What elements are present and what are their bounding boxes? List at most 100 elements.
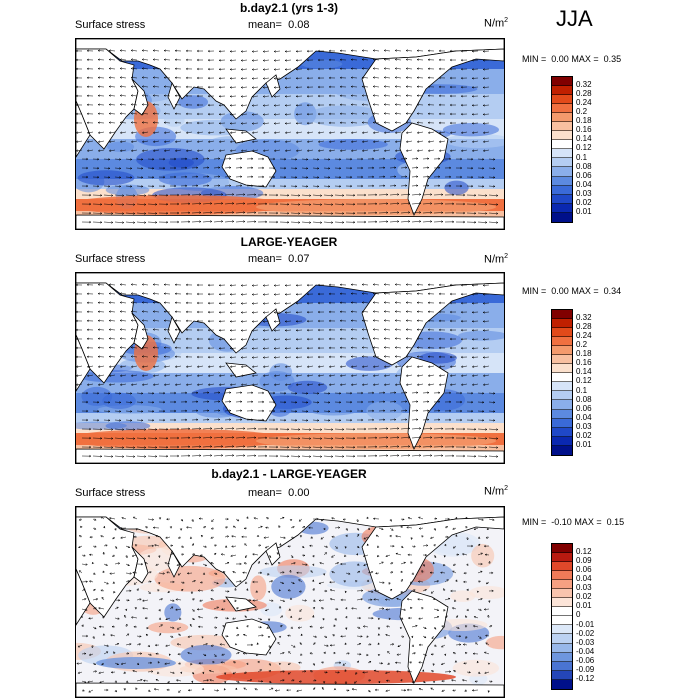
- wind-vector-head: [152, 167, 155, 170]
- wind-vector-arrow: [389, 455, 399, 457]
- wind-vector-head: [342, 455, 345, 458]
- wind-vector-arrow: [274, 347, 281, 349]
- wind-vector-arrow: [81, 588, 86, 592]
- wind-vector-arrow: [373, 95, 380, 97]
- wind-vector-arrow: [252, 553, 259, 556]
- wind-vector-arrow: [323, 428, 333, 430]
- wind-vector-head: [76, 301, 78, 305]
- wind-vector-head: [361, 85, 365, 88]
- wind-vector-head: [89, 653, 92, 656]
- wind-vector-arrow: [312, 642, 316, 646]
- wind-vector-head: [185, 58, 188, 62]
- wind-vector-head: [207, 103, 210, 107]
- wind-vector-head: [177, 211, 180, 215]
- wind-vector-head: [299, 642, 302, 645]
- wind-vector-head: [306, 337, 309, 341]
- wind-vector-head: [185, 94, 188, 98]
- colorbar-tick-label: 0.12: [576, 547, 592, 557]
- wind-vector-head: [209, 202, 213, 205]
- difference-patch: [285, 604, 315, 622]
- wind-vector-arrow: [285, 365, 292, 368]
- wind-vector-head: [262, 409, 265, 413]
- wind-vector-head: [273, 329, 277, 332]
- wind-vector-head: [231, 545, 234, 548]
- wind-vector-head: [438, 292, 441, 296]
- wind-vector-arrow: [142, 338, 149, 340]
- wind-vector-head: [401, 635, 405, 638]
- wind-vector-arrow: [202, 653, 207, 657]
- wind-vector-arrow: [114, 643, 119, 646]
- wind-vector-arrow: [323, 437, 333, 439]
- wind-vector-head: [218, 157, 221, 160]
- wind-vector-head: [163, 391, 166, 395]
- wind-vector-arrow: [136, 437, 146, 439]
- wind-vector-head: [339, 85, 342, 88]
- wind-vector-arrow: [224, 562, 230, 565]
- wind-vector-arrow: [373, 293, 380, 295]
- wind-vector-arrow: [389, 562, 394, 565]
- map-surface-stress-difference: [75, 506, 505, 698]
- wind-vector-head: [396, 597, 399, 601]
- wind-vector-arrow: [241, 50, 248, 52]
- wind-vector-head: [100, 589, 103, 592]
- wind-vector-head: [350, 112, 353, 115]
- wind-vector-arrow: [400, 428, 410, 430]
- wind-vector-head: [386, 202, 389, 205]
- wind-vector-arrow: [298, 518, 303, 522]
- wind-vector-arrow: [131, 365, 138, 368]
- wind-vector-arrow: [367, 643, 372, 646]
- wind-vector-head: [416, 76, 419, 79]
- wind-vector-head: [130, 410, 133, 413]
- wind-vector-arrow: [400, 203, 410, 205]
- wind-vector-head: [463, 571, 466, 575]
- wind-vector-head: [207, 391, 210, 394]
- wind-vector-arrow: [257, 669, 262, 673]
- wind-vector-head: [427, 346, 430, 349]
- wind-vector-head: [226, 535, 229, 538]
- wind-vector-head: [306, 346, 309, 350]
- wind-vector-head: [427, 418, 430, 421]
- wind-vector-head: [438, 85, 441, 89]
- wind-vector-head: [152, 76, 156, 79]
- southern-jet: [76, 429, 286, 449]
- wind-vector-head: [493, 392, 496, 395]
- wind-vector-arrow: [81, 563, 88, 565]
- wind-vector-head: [141, 176, 144, 179]
- wind-vector-head: [220, 220, 224, 223]
- wind-vector-arrow: [169, 552, 175, 556]
- wind-vector-head: [345, 627, 348, 630]
- wind-vector-arrow: [252, 293, 259, 295]
- wind-vector-head: [287, 634, 290, 637]
- wind-vector-head: [299, 535, 303, 538]
- wind-vector-head: [152, 328, 156, 331]
- wind-vector-head: [372, 310, 376, 313]
- wind-vector-arrow: [296, 374, 303, 377]
- wind-vector-head: [375, 220, 378, 224]
- wind-vector-head: [438, 157, 441, 160]
- wind-vector-arrow: [136, 194, 146, 196]
- wind-vector-head: [386, 679, 389, 682]
- wind-vector-head: [273, 338, 277, 341]
- wind-vector-head: [141, 49, 145, 52]
- wind-vector-head: [86, 301, 89, 304]
- wind-vector-arrow: [362, 95, 369, 97]
- wind-vector-head: [276, 193, 279, 197]
- wind-vector-head: [369, 643, 372, 646]
- wind-vector-head: [240, 418, 243, 421]
- wind-vector-head: [405, 85, 409, 88]
- wind-vector-head: [397, 644, 400, 648]
- wind-vector-head: [423, 635, 427, 639]
- wind-vector-head: [246, 662, 249, 665]
- wind-vector-arrow: [321, 518, 325, 522]
- wind-vector-head: [218, 293, 221, 296]
- wind-vector-arrow: [120, 140, 127, 143]
- wind-vector-head: [130, 292, 134, 295]
- wind-vector-head: [138, 643, 141, 646]
- wind-vector-head: [203, 653, 207, 657]
- wind-vector-arrow: [374, 590, 380, 592]
- wind-vector-head: [331, 535, 334, 539]
- wind-vector-head: [353, 446, 356, 449]
- wind-vector-arrow: [153, 50, 160, 52]
- wind-vector-head: [130, 419, 133, 422]
- wind-vector-head: [243, 202, 246, 205]
